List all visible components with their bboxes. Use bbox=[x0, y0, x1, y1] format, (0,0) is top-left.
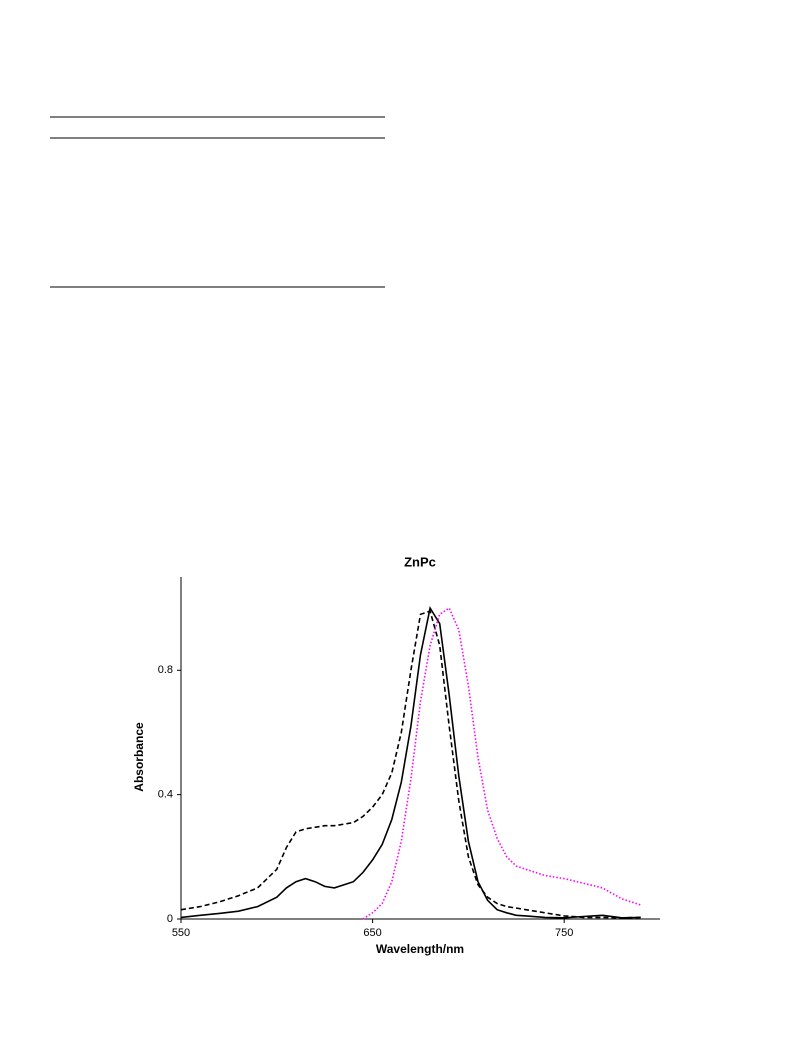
chart-title: ZnPc bbox=[404, 554, 436, 569]
x-tick-label: 650 bbox=[363, 927, 381, 939]
y-tick-label: 0 bbox=[167, 913, 173, 925]
data-line bbox=[362, 606, 642, 920]
y-tick-label: 0.4 bbox=[158, 789, 173, 801]
y-tick-label: 0.8 bbox=[158, 664, 173, 676]
x-tick-label: 550 bbox=[172, 927, 190, 939]
data-line bbox=[180, 610, 641, 919]
y-axis-label: Absorbance bbox=[132, 722, 146, 792]
data-line bbox=[180, 605, 641, 919]
x-tick-label: 750 bbox=[555, 927, 573, 939]
x-axis-label: Wavelength/nm bbox=[376, 942, 464, 956]
